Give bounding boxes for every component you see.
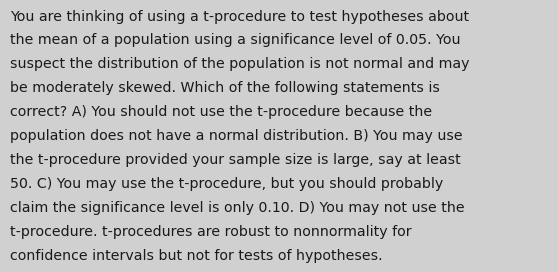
Text: suspect the distribution of the population is not normal and may: suspect the distribution of the populati…: [10, 57, 469, 71]
Text: population does not have a normal distribution. B) You may use: population does not have a normal distri…: [10, 129, 463, 143]
Text: confidence intervals but not for tests of hypotheses.: confidence intervals but not for tests o…: [10, 249, 383, 263]
Text: You are thinking of using a t-procedure to test hypotheses about: You are thinking of using a t-procedure …: [10, 10, 469, 23]
Text: be moderately skewed. Which of the following statements is: be moderately skewed. Which of the follo…: [10, 81, 440, 95]
Text: the mean of a population using a significance level of 0.05. You: the mean of a population using a signifi…: [10, 33, 460, 47]
Text: t-procedure. t-procedures are robust to nonnormality for: t-procedure. t-procedures are robust to …: [10, 225, 412, 239]
Text: 50. C) You may use the t-procedure, but you should probably: 50. C) You may use the t-procedure, but …: [10, 177, 443, 191]
Text: claim the significance level is only 0.10. D) You may not use the: claim the significance level is only 0.1…: [10, 201, 465, 215]
Text: the t-procedure provided your sample size is large, say at least: the t-procedure provided your sample siz…: [10, 153, 461, 167]
Text: correct? A) You should not use the t-procedure because the: correct? A) You should not use the t-pro…: [10, 105, 432, 119]
